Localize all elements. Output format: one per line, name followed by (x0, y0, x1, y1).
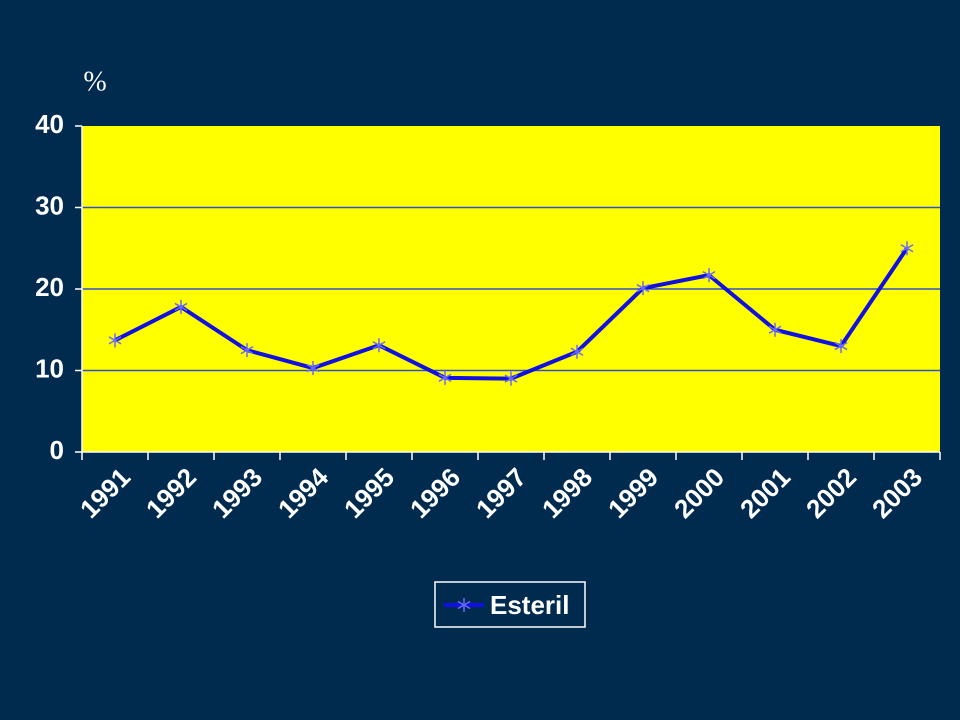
marker-stroke (570, 347, 584, 356)
x-tick-label: 2002 (800, 462, 862, 524)
marker-stroke (306, 363, 320, 373)
marker-stroke (438, 373, 452, 382)
x-tick-label: 2003 (866, 462, 928, 524)
y-tick-label: 0 (50, 435, 64, 465)
x-tick-label: 1991 (74, 462, 136, 524)
y-tick-label: 10 (35, 353, 64, 383)
marker (372, 338, 386, 353)
marker-stroke (702, 270, 716, 280)
y-tick-label: 30 (35, 190, 64, 220)
legend-box (434, 581, 586, 628)
marker-stroke (636, 284, 650, 293)
marker (240, 343, 254, 358)
x-tick-label: 2000 (668, 462, 730, 524)
marker-stroke (240, 345, 254, 355)
marker (306, 361, 320, 376)
x-tick-label: 2001 (734, 462, 796, 524)
marker-stroke (834, 341, 848, 351)
x-tick-label: 1993 (206, 462, 268, 524)
y-tick-label: 20 (35, 272, 64, 302)
legend: Esteril (434, 581, 586, 628)
marker (702, 268, 716, 283)
marker (108, 333, 122, 348)
x-tick-label: 1999 (602, 462, 664, 524)
x-tick-label: 1997 (470, 462, 532, 524)
marker (900, 241, 914, 256)
marker-stroke (174, 302, 188, 312)
marker-stroke (900, 244, 914, 253)
marker-stroke (768, 325, 782, 334)
marker (438, 370, 452, 385)
marker-stroke (372, 341, 386, 350)
legend-marker (457, 598, 471, 612)
marker-stroke (457, 600, 471, 610)
y-axis-label: % (83, 66, 106, 97)
marker (504, 371, 518, 386)
marker-stroke (108, 336, 122, 345)
legend-label: Esteril (490, 590, 570, 620)
marker (174, 299, 188, 314)
x-tick-label: 1995 (338, 462, 400, 524)
x-tick-label: 1994 (272, 462, 334, 524)
marker (834, 339, 848, 354)
marker (636, 281, 650, 296)
x-tick-label: 1992 (140, 462, 202, 524)
y-tick-label: 40 (35, 109, 64, 139)
marker (570, 344, 584, 359)
x-tick-label: 1996 (404, 462, 466, 524)
marker-stroke (504, 374, 518, 383)
marker (768, 322, 782, 337)
x-tick-label: 1998 (536, 462, 598, 524)
